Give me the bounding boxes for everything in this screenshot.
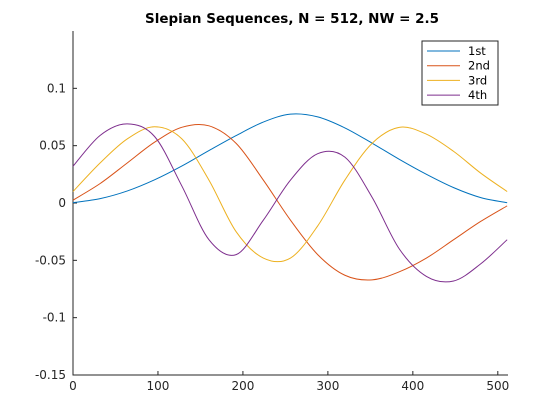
y-tick-label: -0.1 bbox=[43, 311, 66, 325]
x-tick-label: 100 bbox=[147, 379, 170, 393]
series-line-1st bbox=[72, 113, 508, 204]
legend-label-2nd: 2nd bbox=[468, 59, 490, 73]
series-line-2nd bbox=[72, 123, 508, 281]
y-tick-label: -0.15 bbox=[35, 368, 66, 382]
legend-label-3rd: 3rd bbox=[468, 73, 487, 87]
x-tick-label: 200 bbox=[231, 379, 254, 393]
series-line-3rd bbox=[72, 126, 508, 263]
y-tick-label: 0.05 bbox=[39, 139, 66, 153]
chart-title: Slepian Sequences, N = 512, NW = 2.5 bbox=[145, 11, 439, 27]
legend-label-1st: 1st bbox=[468, 44, 486, 58]
y-tick-label: 0.1 bbox=[47, 81, 66, 95]
x-tick-label: 300 bbox=[316, 379, 339, 393]
x-tick-label: 400 bbox=[401, 379, 424, 393]
x-tick-label: 500 bbox=[486, 379, 509, 393]
plot-area: 0 100 200 300 400 500 -0.15 -0.1 -0.05 0 0.05 0.1 1s… bbox=[35, 31, 509, 393]
y-tick-label: -0.05 bbox=[35, 253, 66, 267]
series-line-4th bbox=[72, 123, 508, 283]
x-tick-label: 0 bbox=[69, 379, 77, 393]
y-tick-label: 0 bbox=[58, 196, 66, 210]
legend-box bbox=[421, 40, 499, 106]
legend-label-4th: 4th bbox=[468, 88, 487, 102]
